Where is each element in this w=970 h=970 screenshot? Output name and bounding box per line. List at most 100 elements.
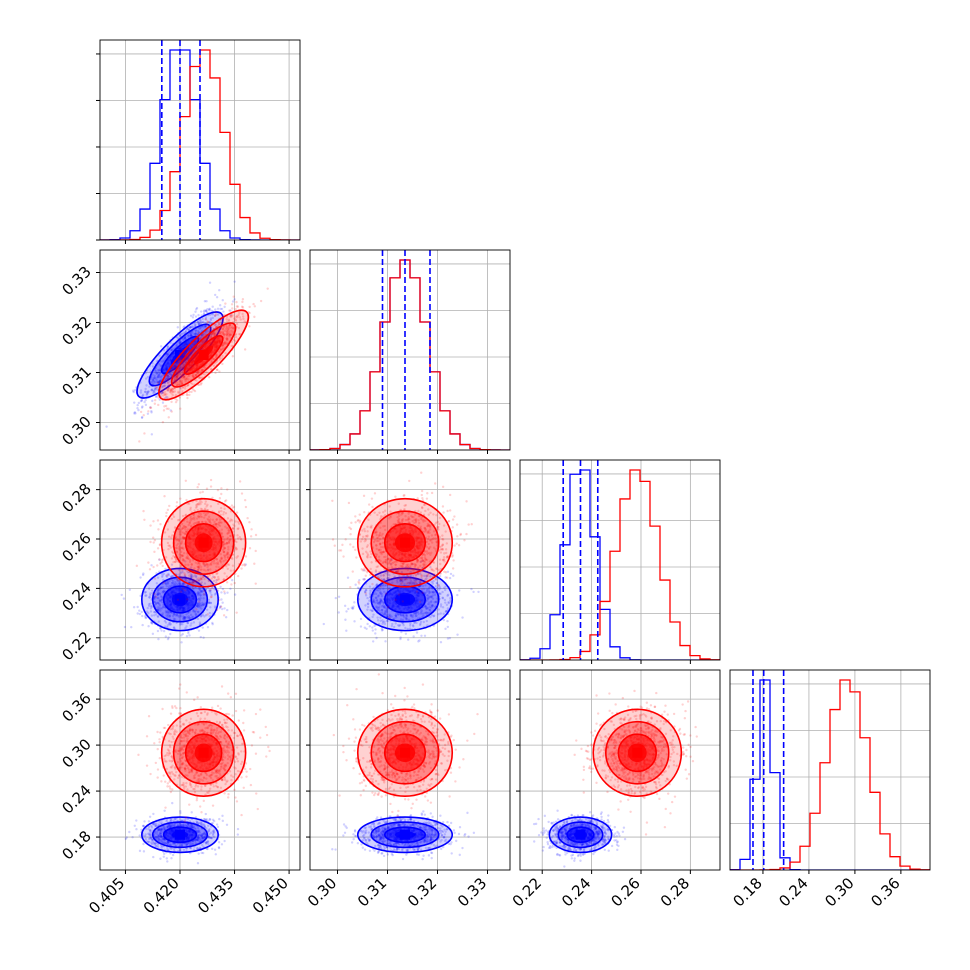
scatter-point — [228, 538, 231, 542]
scatter-point — [162, 629, 166, 633]
scatter-point — [143, 432, 146, 435]
scatter-point — [432, 614, 436, 617]
scatter-point — [392, 523, 395, 526]
scatter-point — [353, 620, 356, 623]
scatter-point — [180, 332, 183, 335]
scatter-point — [236, 527, 239, 531]
scatter-point — [189, 566, 193, 569]
scatter-point — [151, 622, 154, 625]
scatter-point — [202, 338, 206, 342]
scatter-point — [159, 375, 162, 378]
scatter-point — [197, 323, 201, 326]
scatter-point — [172, 583, 176, 586]
scatter-point — [196, 604, 199, 608]
scatter-point — [226, 551, 230, 555]
scatter-point — [176, 381, 179, 384]
scatter-point — [209, 595, 213, 599]
scatter-point — [385, 614, 389, 617]
scatter-point — [208, 589, 211, 592]
scatter-point — [167, 416, 170, 419]
scatter-point — [194, 331, 197, 335]
scatter-point — [180, 376, 183, 379]
scatter-point — [169, 348, 172, 352]
scatter-point — [155, 385, 158, 388]
scatter-point — [159, 609, 162, 612]
scatter-point — [225, 553, 228, 556]
scatter-point — [201, 601, 204, 605]
scatter-point — [163, 405, 166, 408]
scatter-point — [200, 578, 203, 581]
scatter-point — [180, 382, 184, 385]
scatter-point — [179, 556, 182, 559]
scatter-point — [181, 546, 184, 549]
scatter-point — [379, 545, 383, 549]
scatter-point — [157, 374, 161, 377]
scatter-point — [426, 492, 429, 495]
scatter-point — [180, 333, 183, 336]
scatter-point — [197, 331, 201, 334]
scatter-point — [205, 487, 209, 490]
scatter-point — [178, 341, 182, 344]
scatter-point — [213, 576, 216, 579]
scatter-point — [405, 616, 408, 620]
scatter-point — [195, 346, 198, 349]
scatter-point — [381, 583, 384, 586]
scatter-point — [170, 517, 174, 521]
panel-frame — [99, 249, 301, 451]
y-tick-label: 0.32 — [58, 313, 94, 349]
scatter-point — [240, 538, 243, 541]
scatter-point — [427, 589, 431, 593]
scatter-point — [197, 598, 200, 601]
scatter-point — [206, 613, 209, 616]
scatter-point — [161, 601, 164, 604]
scatter-point — [164, 567, 167, 571]
scatter-point — [427, 524, 430, 527]
contour-line — [160, 497, 247, 588]
scatter-point — [136, 605, 139, 609]
scatter-point — [201, 342, 205, 345]
scatter-point — [158, 543, 162, 546]
scatter-point — [170, 584, 174, 587]
scatter-point — [181, 366, 185, 370]
scatter-point — [174, 536, 177, 539]
scatter-point — [182, 354, 186, 357]
scatter-point — [184, 330, 187, 334]
scatter-point — [446, 619, 449, 623]
scatter-point — [199, 577, 202, 580]
scatter-point — [234, 315, 238, 319]
scatter-point — [216, 563, 220, 566]
scatter-point — [202, 334, 206, 337]
scatter-point — [224, 616, 228, 619]
scatter-point — [193, 522, 196, 525]
scatter-point — [168, 615, 171, 618]
scatter-point — [166, 396, 169, 399]
scatter-point — [197, 610, 200, 613]
scatter-point — [192, 587, 195, 591]
scatter-point — [175, 551, 179, 554]
scatter-point — [404, 626, 407, 630]
scatter-point — [235, 300, 238, 304]
scatter-point — [178, 367, 181, 370]
scatter-point — [190, 574, 193, 577]
scatter-point — [155, 582, 159, 585]
scatter-point — [207, 515, 211, 519]
scatter-point — [376, 608, 379, 612]
scatter-point — [172, 612, 175, 615]
scatter-point — [376, 601, 379, 605]
scatter-point — [372, 540, 376, 544]
scatter-point — [229, 315, 232, 318]
scatter-point — [182, 332, 185, 336]
scatter-point — [449, 572, 453, 576]
scatter-point — [147, 410, 150, 413]
scatter-point — [189, 616, 192, 620]
scatter-point — [186, 584, 189, 587]
scatter-point — [425, 607, 428, 610]
scatter-point — [213, 323, 216, 327]
peak-marker — [400, 594, 410, 605]
scatter-point — [203, 325, 207, 328]
scatter-point — [157, 368, 160, 372]
scatter-point — [364, 604, 367, 607]
scatter-point — [167, 407, 170, 411]
scatter-point — [415, 582, 418, 586]
scatter-point — [173, 526, 177, 529]
